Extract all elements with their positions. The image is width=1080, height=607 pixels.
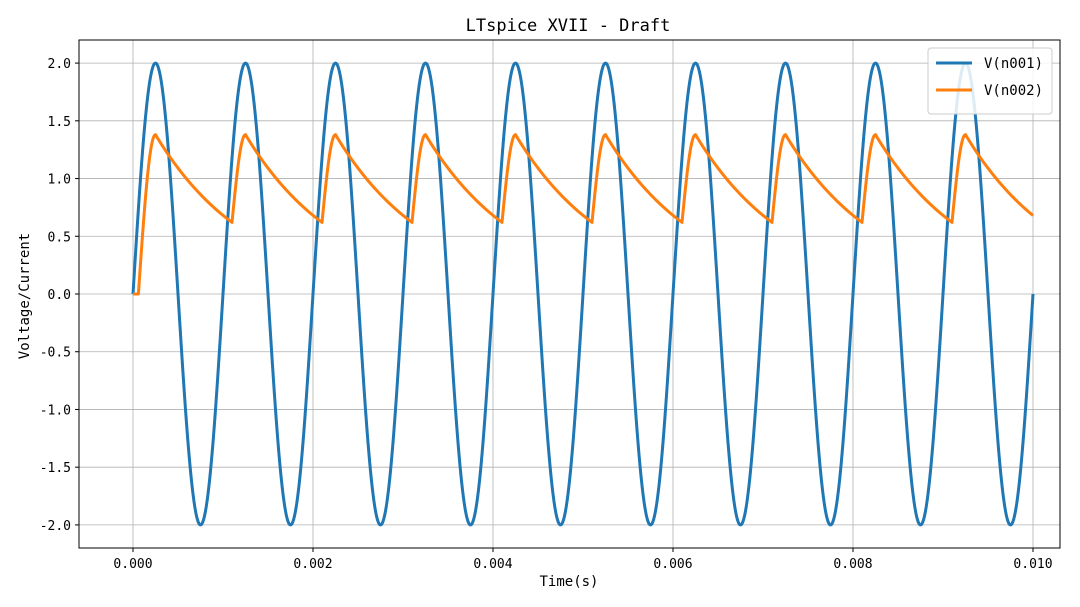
- x-tick-label: 0.000: [113, 557, 152, 572]
- y-tick-label: 1.5: [48, 115, 71, 130]
- legend-label-v-n002: V(n002): [984, 83, 1043, 99]
- legend-label-v-n001: V(n001): [984, 56, 1043, 72]
- y-tick-label: 1.0: [48, 173, 71, 188]
- series-line-v-n002: [131, 133, 1034, 296]
- series-layer: [131, 61, 1035, 527]
- tick-layer: 0.000 0.002 0.004 0.006 0.008 0.010 2.0 1.5 1.0 0…: [40, 57, 1053, 572]
- x-tick-label: 0.004: [473, 557, 512, 572]
- y-tick-label: -2.0: [40, 519, 71, 534]
- y-tick-label: 2.0: [48, 57, 71, 72]
- x-tick-label: 0.008: [833, 557, 872, 572]
- legend: V(n001) V(n002): [927, 47, 1053, 115]
- y-tick-label: 0.0: [48, 288, 71, 303]
- series-line-v-n001: [131, 61, 1035, 527]
- x-tick-label: 0.006: [653, 557, 692, 572]
- x-tick-label: 0.010: [1013, 557, 1052, 572]
- y-axis-label: Voltage/Current: [17, 233, 33, 359]
- x-axis-label: Time(s): [539, 574, 598, 590]
- x-tick-label: 0.002: [293, 557, 332, 572]
- y-tick-label: 0.5: [48, 230, 71, 245]
- y-tick-label: -0.5: [40, 346, 71, 361]
- y-tick-label: -1.5: [40, 461, 71, 476]
- y-tick-label: -1.0: [40, 403, 71, 418]
- chart-title: LTspice XVII - Draft: [466, 16, 671, 36]
